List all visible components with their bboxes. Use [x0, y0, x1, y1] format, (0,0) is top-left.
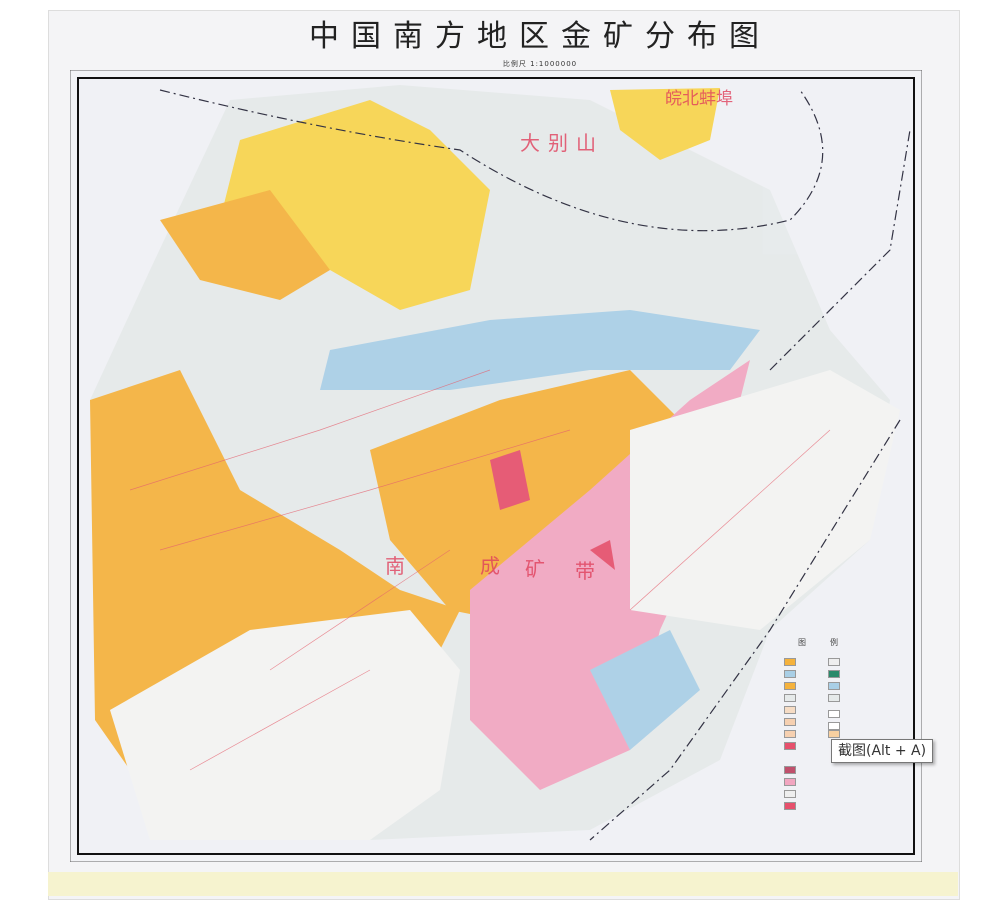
legend-swatch [828, 730, 840, 738]
screenshot-tooltip: 截图(Alt + A) [831, 739, 934, 763]
legend-heading-left: 图 [798, 638, 806, 647]
legend-swatch [784, 766, 796, 774]
label-cheng: 成 [480, 554, 500, 578]
label-dabieshan: 大别山 [520, 131, 604, 155]
legend-swatch [784, 706, 796, 714]
legend-swatch [784, 694, 796, 702]
label-wanbei-bengbu: 皖北蚌埠 [665, 89, 733, 109]
geology-layer [90, 85, 900, 840]
boundary-dash-line [159, 89, 824, 232]
legend-swatch [828, 670, 840, 678]
orange-northwest [160, 190, 330, 300]
label-dai: 带 [575, 559, 595, 583]
legend-swatch [784, 802, 796, 810]
legend-swatches [780, 636, 920, 810]
legend-swatch [828, 694, 840, 702]
legend-swatch [828, 722, 840, 730]
label-nan: 南 [385, 554, 405, 578]
legend-swatch [784, 718, 796, 726]
label-kuang: 矿 [525, 557, 545, 581]
yellow-northeast [610, 88, 720, 160]
legend-swatch [784, 670, 796, 678]
sheet-edge [48, 872, 958, 896]
gold-deposit-map [70, 70, 922, 862]
blue-south [590, 630, 700, 750]
yellow-north [220, 100, 490, 310]
legend-swatch [784, 730, 796, 738]
legend-swatch [828, 658, 840, 666]
map-scale: 比例尺 1:1000000 [502, 60, 578, 68]
legend-swatch [828, 710, 840, 718]
coastline-dash [589, 419, 901, 841]
legend-heading-right: 例 [830, 638, 838, 647]
white-southwest [110, 610, 460, 840]
legend-swatch [784, 790, 796, 798]
legend-swatch [784, 742, 796, 750]
white-coastal [630, 370, 900, 630]
blue-belts [320, 310, 760, 390]
border-dash [769, 129, 911, 371]
legend-swatch [784, 778, 796, 786]
legend-swatch [784, 658, 796, 666]
map-title: 中国南方地区金矿分布图 [309, 19, 771, 54]
legend-swatch [828, 682, 840, 690]
map-legend: 图 例 [780, 636, 920, 648]
fault-lines [129, 369, 831, 771]
legend-swatch [784, 682, 796, 690]
